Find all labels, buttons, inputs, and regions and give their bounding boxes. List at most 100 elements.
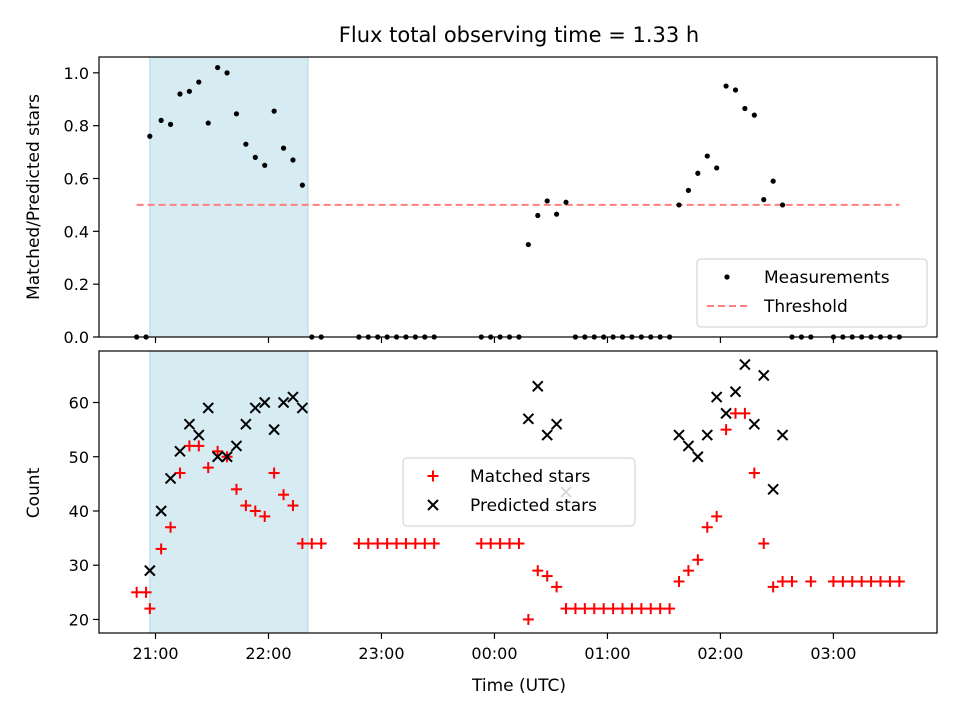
data-point xyxy=(875,575,887,587)
y-tick-label: 30 xyxy=(69,556,89,575)
data-point xyxy=(419,538,431,550)
data-point xyxy=(865,575,877,587)
data-point xyxy=(767,483,779,495)
ratio-panel: 0.0 0.2 0.4 0.6 0.8 1.0 Measurements Threshold xyxy=(64,56,938,347)
data-point xyxy=(522,613,534,625)
legend-box xyxy=(696,258,928,328)
data-point xyxy=(296,402,309,414)
data-point xyxy=(353,538,365,550)
data-point xyxy=(252,154,258,160)
legend-label: Threshold xyxy=(763,297,848,317)
data-point xyxy=(278,489,290,501)
data-point xyxy=(729,385,742,398)
legend-marker xyxy=(427,499,439,511)
data-point xyxy=(164,472,177,485)
y-tick-label: 0.0 xyxy=(64,328,89,347)
data-point xyxy=(695,170,701,176)
data-point xyxy=(786,575,798,587)
count-panel: 20 30 40 50 60 21:00 22:00 23:00 00:00 01:00 02:00… xyxy=(69,350,938,663)
data-point xyxy=(692,554,704,566)
data-point xyxy=(147,133,153,139)
data-point xyxy=(770,178,776,184)
bottom-y-axis-label: Count xyxy=(24,467,44,518)
data-point xyxy=(541,429,553,441)
data-point xyxy=(409,538,421,550)
y-tick-label: 1.0 xyxy=(64,64,89,83)
data-point xyxy=(174,445,186,458)
data-point xyxy=(761,197,767,203)
data-point xyxy=(224,70,230,76)
data-point xyxy=(243,141,249,147)
data-point xyxy=(299,182,305,188)
top-y-axis-label: Matched/Predicted stars xyxy=(24,94,44,300)
data-point xyxy=(155,543,167,555)
x-tick-label: 02:00 xyxy=(697,644,743,663)
data-point xyxy=(196,79,202,85)
data-point xyxy=(177,91,183,97)
data-point xyxy=(748,467,760,479)
data-point xyxy=(193,440,205,452)
data-point xyxy=(720,407,732,420)
x-axis-label: Time (UTC) xyxy=(471,676,566,696)
legend-label: Predicted stars xyxy=(470,496,597,516)
data-point xyxy=(856,575,868,587)
data-point xyxy=(167,121,174,127)
data-point xyxy=(645,603,657,615)
data-point xyxy=(723,83,729,89)
data-point xyxy=(211,451,224,463)
data-point xyxy=(287,391,299,403)
data-point xyxy=(720,424,732,436)
data-point xyxy=(550,418,563,430)
data-point xyxy=(240,418,252,430)
data-point xyxy=(183,418,196,430)
data-point xyxy=(701,521,713,533)
data-point xyxy=(259,396,271,409)
data-point xyxy=(758,538,770,550)
data-point xyxy=(268,467,280,479)
data-point xyxy=(739,358,751,371)
data-point xyxy=(884,575,896,587)
x-tick-label: 03:00 xyxy=(810,644,856,663)
x-tick-label: 23:00 xyxy=(358,644,404,663)
y-tick-label: 20 xyxy=(69,610,89,629)
data-point xyxy=(240,500,252,512)
data-point xyxy=(563,199,569,205)
data-point xyxy=(315,538,327,550)
data-point xyxy=(186,88,192,94)
data-point xyxy=(676,202,682,208)
data-point xyxy=(714,165,720,171)
data-point xyxy=(262,162,268,168)
y-tick-label: 0.4 xyxy=(64,222,89,241)
observing-span xyxy=(149,56,309,338)
data-point xyxy=(158,117,164,123)
data-point xyxy=(827,575,839,587)
data-point xyxy=(673,429,685,441)
data-point xyxy=(551,581,563,593)
data-point xyxy=(532,380,544,392)
data-point xyxy=(205,120,211,126)
y-tick-label: 0.2 xyxy=(64,275,89,294)
data-point xyxy=(494,538,506,550)
data-point xyxy=(692,451,704,463)
chart-title: Flux total observing time = 1.33 h xyxy=(339,23,699,47)
data-point xyxy=(202,402,214,414)
data-point xyxy=(249,505,261,517)
data-point xyxy=(306,538,318,550)
data-point xyxy=(607,603,619,615)
data-point xyxy=(710,391,723,403)
data-point xyxy=(673,575,685,587)
data-point xyxy=(569,603,581,615)
data-point xyxy=(732,87,739,93)
data-point xyxy=(777,575,789,587)
data-point xyxy=(544,198,550,204)
data-point xyxy=(193,429,205,441)
legend-label: Measurements xyxy=(764,268,890,288)
axes-frame xyxy=(98,350,938,634)
data-point xyxy=(748,418,761,430)
data-point xyxy=(560,603,572,615)
legend: Measurements Threshold xyxy=(696,258,928,328)
data-point xyxy=(381,538,393,550)
data-point xyxy=(701,429,713,441)
y-tick-label: 40 xyxy=(69,502,89,521)
legend-box xyxy=(402,457,636,527)
